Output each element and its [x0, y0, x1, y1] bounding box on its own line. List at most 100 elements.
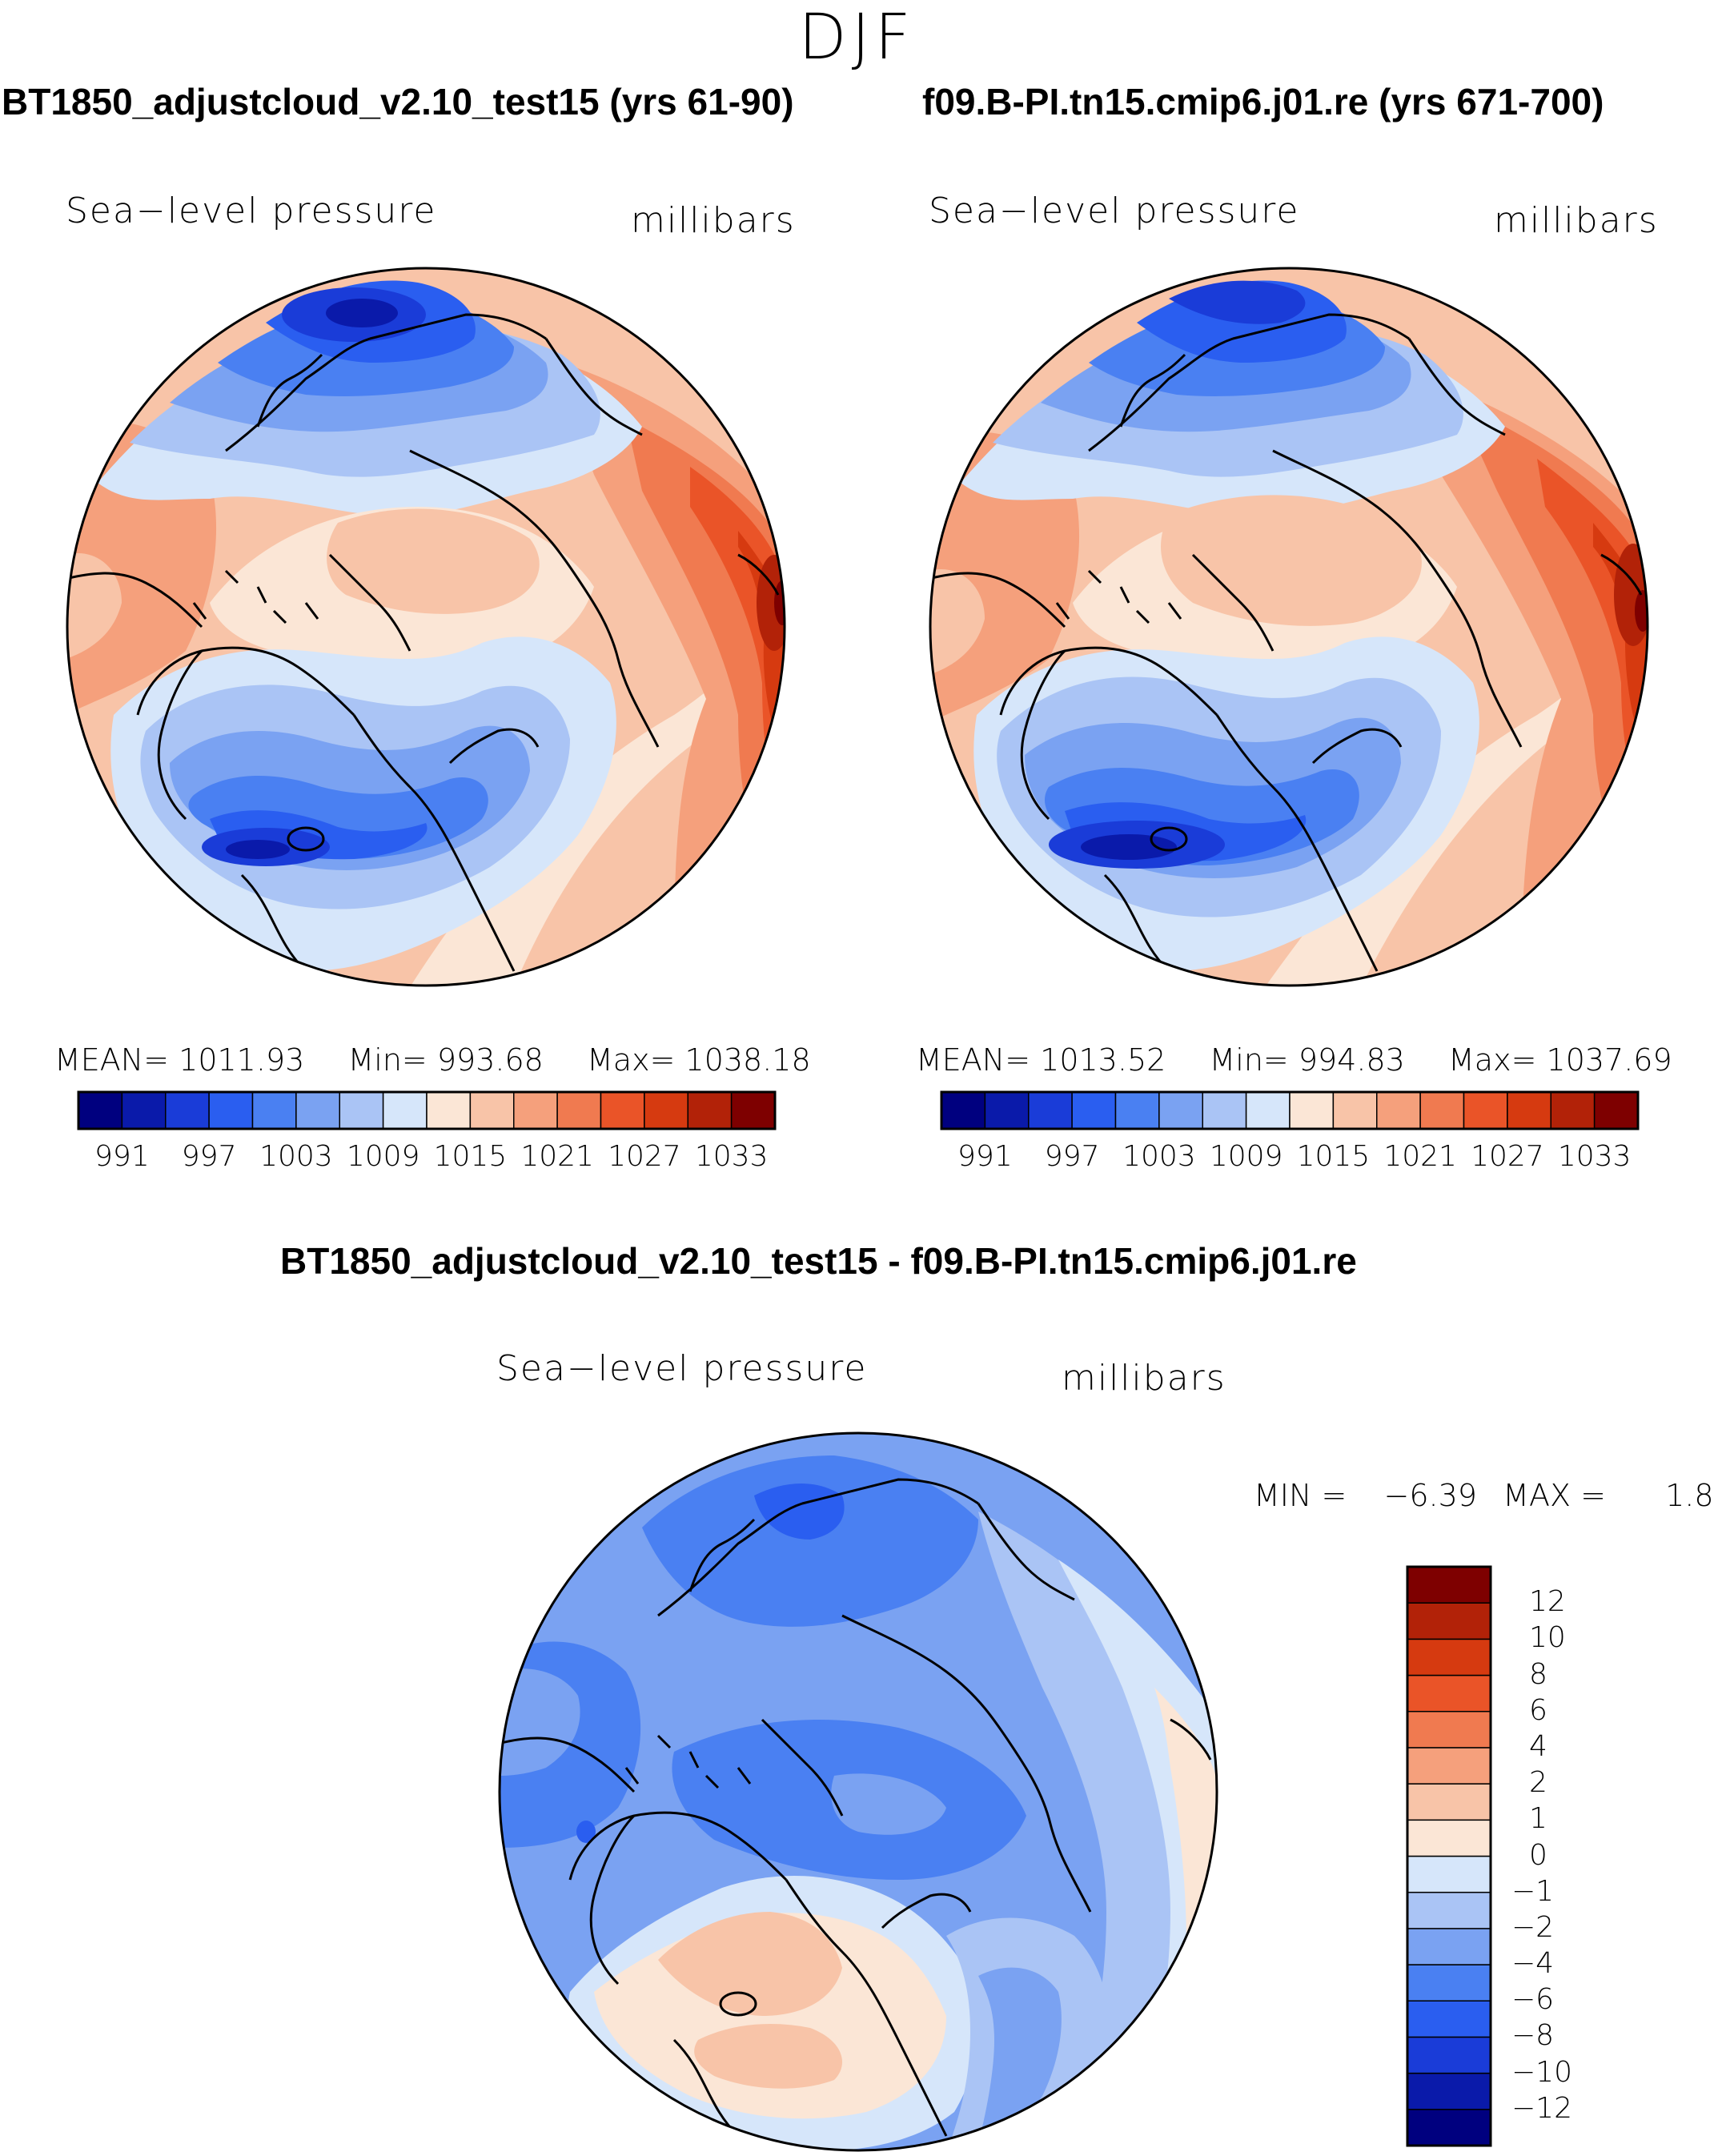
colorbar-2-swatch — [1114, 1091, 1160, 1130]
colorbar-1-swatch — [165, 1091, 210, 1130]
panel-2-min-value: 994.83 — [1298, 1042, 1405, 1078]
panel-2-variable: Sea−level pressure — [929, 191, 1300, 231]
colorbar-2-swatch — [1550, 1091, 1596, 1130]
diff-min-value: −6.39 — [1383, 1478, 1477, 1513]
colorbar-1-swatch — [295, 1091, 340, 1130]
colorbar-diff-swatch — [1407, 2072, 1491, 2110]
colorbar-diff-swatch — [1407, 1928, 1491, 1965]
colorbar-1-swatch — [687, 1091, 733, 1130]
colorbar-1-swatch — [600, 1091, 645, 1130]
diff-max-value: 1.86 — [1665, 1478, 1714, 1513]
diff-panel-minmax: MIN = −6.39 MAX = 1.86 — [1254, 1478, 1714, 1513]
colorbar-2-tick-label: 1015 — [1296, 1140, 1371, 1173]
colorbar-diff-tick-label: 1 — [1529, 1802, 1547, 1836]
diff-min-label: MIN = — [1254, 1478, 1347, 1513]
colorbar-diff-swatch — [1407, 1566, 1491, 1604]
colorbar-2-tick-label: 1033 — [1557, 1140, 1632, 1173]
polar-map-1 — [66, 267, 786, 987]
colorbar-diff-swatch — [1407, 2000, 1491, 2038]
map-1-border — [66, 267, 786, 987]
difference-field — [500, 1433, 1217, 2150]
colorbar-diff-swatch — [1407, 2036, 1491, 2074]
panel-1-mean-value: 1011.93 — [179, 1042, 305, 1078]
colorbar-diff-swatch — [1407, 1674, 1491, 1712]
colorbar-diff-tick-label: −4 — [1511, 1947, 1555, 1981]
colorbar-diff-swatch — [1407, 1855, 1491, 1893]
map-2-border — [929, 267, 1649, 987]
panel-1-min-value: 993.68 — [436, 1042, 544, 1078]
colorbar-2-swatch — [1028, 1091, 1073, 1130]
colorbar-2-swatch — [1245, 1091, 1291, 1130]
diff-max-label: MAX = — [1503, 1478, 1606, 1513]
colorbar-2-swatch — [984, 1091, 1030, 1130]
colorbar-diff-tick-label: 2 — [1529, 1766, 1547, 1800]
panel-2-title: f09.B-PI.tn15.cmip6.j01.re (yrs 671-700) — [922, 81, 1604, 122]
panel-1-variable: Sea−level pressure — [66, 191, 437, 231]
colorbar-2-tick-label: 991 — [957, 1140, 1013, 1173]
colorbar-1-swatch — [426, 1091, 472, 1130]
coastlines-2 — [930, 313, 1643, 973]
diff-panel-title: BT1850_adjustcloud_v2.10_test15 - f09.B-… — [280, 1240, 1357, 1282]
panel-2-max-value: 1037.69 — [1546, 1042, 1672, 1078]
colorbar-1-swatch — [382, 1091, 427, 1130]
colorbar-2-swatch — [1332, 1091, 1378, 1130]
colorbar-diff-ticks: 12 10 8 6 4 2 1 0 −1 −2 −4 −6 −8 −10 −12 — [1511, 1567, 1672, 2146]
colorbar-diff-swatch — [1407, 1819, 1491, 1857]
colorbar-1-swatch — [469, 1091, 515, 1130]
panel-1-max-label: Max= — [587, 1042, 676, 1078]
colorbar-2-frame — [940, 1090, 1640, 1130]
colorbar-diff-swatch — [1407, 1964, 1491, 2001]
polar-map-diff — [498, 1431, 1218, 2152]
colorbar-2-tick-label: 1003 — [1122, 1140, 1196, 1173]
colorbar-2-tick-label: 1021 — [1383, 1140, 1457, 1173]
colorbar-diff-tick-label: −10 — [1511, 2055, 1572, 2089]
colorbar-diff-tick-label: 6 — [1529, 1693, 1547, 1727]
panel-1-title: BT1850_adjustcloud_v2.10_test15 (yrs 61-… — [2, 81, 794, 122]
colorbar-2-swatch — [1158, 1091, 1203, 1130]
pressure-field-1 — [67, 268, 785, 986]
panel-2-units: millibars — [1494, 200, 1659, 241]
colorbar-diff-tick-label: −12 — [1511, 2091, 1572, 2125]
colorbar-diff-tick-label: 12 — [1529, 1585, 1566, 1619]
panel-1-min-label: Min= — [347, 1042, 427, 1078]
colorbar-diff-frame — [1406, 1565, 1492, 2147]
colorbar-1-swatch — [730, 1091, 776, 1130]
colorbar-2-swatch — [1071, 1091, 1117, 1130]
colorbar-1-tick-label: 1033 — [694, 1140, 769, 1173]
colorbar-diff-tick-label: 8 — [1529, 1657, 1547, 1691]
coastlines-1 — [67, 313, 780, 973]
colorbar-1-swatch — [121, 1091, 167, 1130]
colorbar-diff-tick-label: −1 — [1511, 1874, 1555, 1908]
panel-2-max-label: Max= — [1448, 1042, 1537, 1078]
colorbar-1-swatch — [208, 1091, 254, 1130]
colorbar-1-swatch — [513, 1091, 558, 1130]
colorbar-2-swatch — [1376, 1091, 1421, 1130]
colorbar-diff-swatch — [1407, 2109, 1491, 2146]
colorbar-1 — [77, 1090, 777, 1130]
colorbar-1-swatch — [556, 1091, 602, 1130]
colorbar-1-tick-label: 1021 — [520, 1140, 594, 1173]
colorbar-2-swatch — [1289, 1091, 1335, 1130]
colorbar-2-swatch — [1419, 1091, 1465, 1130]
colorbar-2-swatch — [1593, 1091, 1639, 1130]
colorbar-1-frame — [77, 1090, 777, 1130]
colorbar-diff-swatch — [1407, 1711, 1491, 1748]
colorbar-2-tick-label: 1027 — [1471, 1140, 1544, 1173]
colorbar-diff — [1406, 1565, 1492, 2147]
colorbar-1-ticks: 991 997 1003 1009 1015 1021 1027 1033 — [78, 1140, 775, 1180]
colorbar-1-tick-label: 1009 — [346, 1140, 420, 1173]
panel-2-mean-label: MEAN= — [916, 1042, 1031, 1078]
colorbar-2-swatch — [1202, 1091, 1247, 1130]
panel-1-mean-label: MEAN= — [54, 1042, 170, 1078]
colorbar-2-tick-label: 1009 — [1209, 1140, 1283, 1173]
colorbar-diff-tick-label: 10 — [1529, 1621, 1566, 1655]
polar-map-2 — [929, 267, 1649, 987]
colorbar-diff-swatch — [1407, 1747, 1491, 1785]
colorbar-1-swatch — [78, 1091, 123, 1130]
panel-2-mean-value: 1013.52 — [1040, 1042, 1166, 1078]
panel-2-min-label: Min= — [1209, 1042, 1289, 1078]
colorbar-1-tick-label: 1003 — [259, 1140, 333, 1173]
colorbar-2-swatch — [941, 1091, 986, 1130]
colorbar-2-ticks: 991 997 1003 1009 1015 1021 1027 1033 — [941, 1140, 1638, 1180]
colorbar-diff-tick-label: −2 — [1511, 1910, 1555, 1944]
